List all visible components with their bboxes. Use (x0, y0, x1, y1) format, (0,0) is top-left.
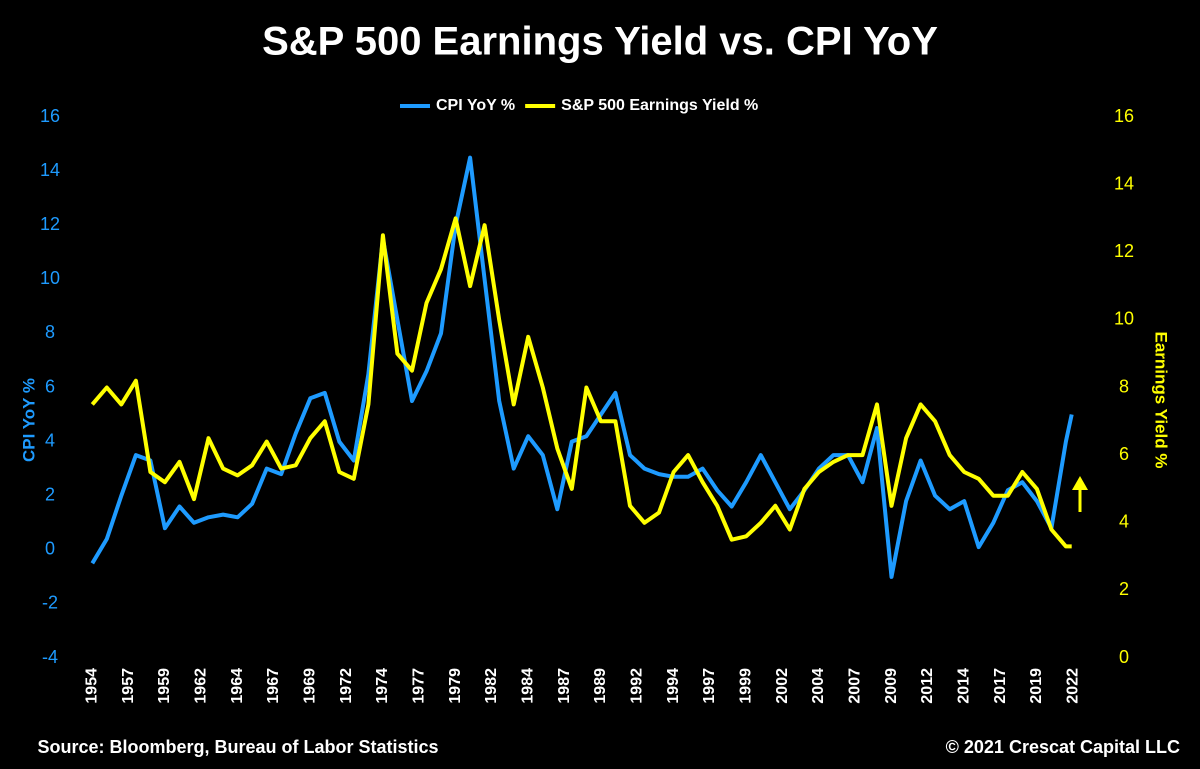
source: Source: Bloomberg, Bureau of Labor Stati… (37, 737, 438, 757)
y-tick-label: 14 (40, 160, 60, 180)
y2-tick-label: 8 (1119, 376, 1129, 396)
x-tick-label: 1992 (628, 668, 645, 704)
x-tick-label: 1997 (701, 668, 718, 704)
y-tick-label: 12 (40, 214, 60, 234)
x-tick-label: 1979 (447, 668, 464, 704)
y-tick-label: -2 (42, 593, 58, 613)
y2-tick-label: 0 (1119, 647, 1129, 667)
y-tick-label: 16 (40, 106, 60, 126)
y2-tick-label: 16 (1114, 106, 1134, 126)
x-tick-label: 1969 (301, 668, 318, 704)
y2-axis-label: Earnings Yield % (1152, 332, 1171, 469)
y2-tick-label: 12 (1114, 241, 1134, 261)
y-tick-label: 10 (40, 268, 60, 288)
x-tick-label: 1957 (120, 668, 137, 704)
x-tick-label: 1974 (374, 668, 391, 704)
y-axis-label: CPI YoY % (19, 378, 38, 462)
x-tick-label: 1959 (156, 668, 173, 704)
copyright: © 2021 Crescat Capital LLC (946, 737, 1180, 757)
y2-tick-label: 6 (1119, 444, 1129, 464)
y-tick-label: 2 (45, 484, 55, 504)
x-tick-label: 2007 (846, 668, 863, 704)
y2-tick-label: 14 (1114, 173, 1134, 193)
arrow-annotation (1072, 476, 1088, 512)
x-tick-label: 1982 (483, 668, 500, 704)
x-tick-label: 1999 (737, 668, 754, 704)
x-tick-label: 2022 (1064, 668, 1081, 704)
x-tick-label: 1994 (665, 668, 682, 704)
x-tick-label: 2009 (883, 668, 900, 704)
x-tick-label: 2017 (992, 668, 1009, 704)
x-tick-label: 1954 (83, 668, 100, 704)
y-tick-label: 4 (45, 430, 55, 450)
x-tick-label: 1962 (192, 668, 209, 704)
y-tick-label: -4 (42, 647, 58, 667)
y-tick-label: 8 (45, 322, 55, 342)
x-tick-label: 1989 (592, 668, 609, 704)
x-tick-label: 1967 (265, 668, 282, 704)
y-tick-label: 6 (45, 376, 55, 396)
line-series (90, 155, 1074, 579)
y-tick-label: 0 (45, 539, 55, 559)
legend-label: CPI YoY % (436, 97, 515, 114)
chart-title: S&P 500 Earnings Yield vs. CPI YoY (262, 20, 938, 64)
x-tick-label: 1977 (410, 668, 427, 704)
x-tick-label: 1964 (229, 668, 246, 704)
y2-tick-label: 2 (1119, 579, 1129, 599)
x-tick-label: 2012 (919, 668, 936, 704)
x-tick-label: 2019 (1028, 668, 1045, 704)
legend-label: S&P 500 Earnings Yield % (561, 97, 758, 114)
x-tick-label: 2014 (955, 668, 972, 704)
y2-tick-label: 10 (1114, 309, 1134, 329)
y2-tick-label: 4 (1119, 512, 1129, 532)
x-tick-label: 1987 (556, 668, 573, 704)
x-tick-label: 2002 (774, 668, 791, 704)
x-tick-label: 1984 (519, 668, 536, 704)
line-series (90, 216, 1072, 549)
x-tick-label: 2004 (810, 668, 827, 704)
x-tick-label: 1972 (338, 668, 355, 704)
